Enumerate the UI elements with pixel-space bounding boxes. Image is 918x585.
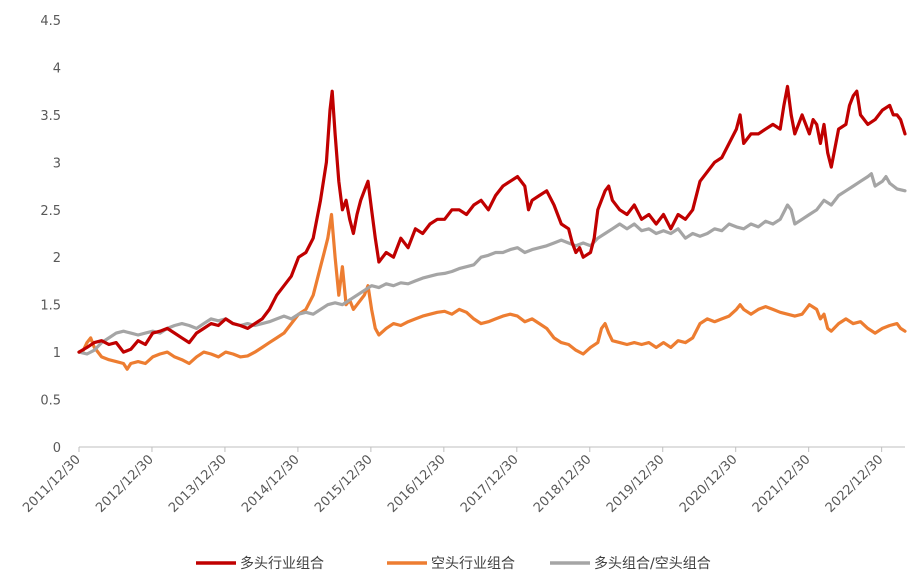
x-tick-label: 2017/12/30	[458, 452, 522, 516]
series-line-2	[77, 172, 907, 356]
x-tick-label: 2020/12/30	[677, 452, 741, 516]
x-tick-label: 2013/12/30	[166, 452, 230, 516]
x-tick-label: 2012/12/30	[93, 452, 157, 516]
y-tick-label: 3.5	[40, 109, 61, 124]
x-tick-label: 2019/12/30	[604, 452, 668, 516]
series-line-0	[77, 84, 907, 354]
y-tick-label: 2.5	[40, 204, 61, 219]
x-tick-label: 2016/12/30	[385, 452, 449, 516]
y-tick-label: 3	[53, 156, 61, 171]
legend-label: 多头行业组合	[240, 555, 324, 572]
y-tick-label: 2	[53, 251, 61, 266]
series-lines	[77, 84, 907, 371]
y-tick-label: 1	[53, 346, 61, 361]
y-tick-label: 4.5	[40, 14, 61, 29]
legend-label: 多头组合/空头组合	[594, 555, 711, 572]
x-tick-label: 2014/12/30	[239, 452, 303, 516]
y-axis-ticks: 0 0.5 1 1.5 2 2.5 3 3.5 4 4.5	[40, 14, 61, 456]
x-tick-label: 2011/12/30	[20, 452, 84, 516]
legend-label: 空头行业组合	[431, 556, 515, 572]
x-tick-label: 2018/12/30	[531, 452, 595, 516]
y-tick-label: 4	[53, 61, 61, 76]
x-tick-label: 2015/12/30	[312, 452, 376, 516]
y-tick-label: 0	[53, 441, 61, 456]
x-tick-label: 2021/12/30	[750, 452, 814, 516]
x-tick-label: 2022/12/30	[823, 452, 887, 516]
y-tick-label: 1.5	[40, 299, 61, 314]
y-tick-label: 0.5	[40, 394, 61, 409]
x-axis-ticks: 2011/12/30 2012/12/30 2013/12/30 2014/12/30…	[20, 447, 886, 516]
legend: 多头行业组合 空头行业组合 多头组合/空头组合	[196, 555, 711, 572]
series-line-1	[77, 212, 907, 371]
